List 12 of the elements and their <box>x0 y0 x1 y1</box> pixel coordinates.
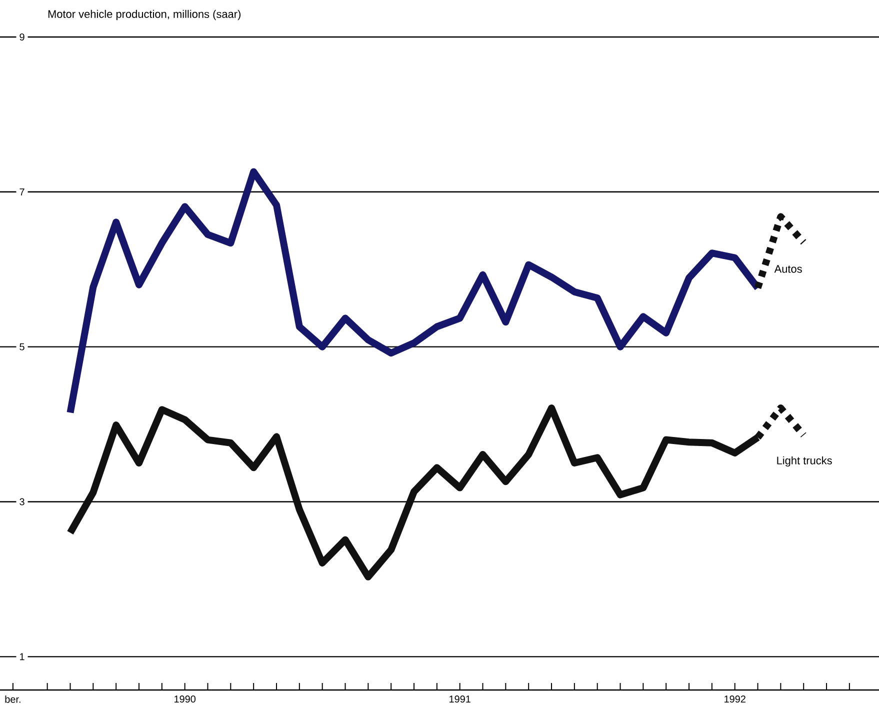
y-tick-label: 9 <box>20 33 24 41</box>
y-tick-label: 7 <box>20 188 24 196</box>
y-tick-label: 5 <box>20 343 24 350</box>
text: Light trucks <box>777 456 832 467</box>
x-tick-label: ber. <box>5 696 20 703</box>
x-tick-label: 1992 <box>724 696 746 703</box>
y-axis-title: Motor vehicle production, millions (saar) <box>48 10 240 20</box>
x-tick-label: 1990 <box>174 696 196 703</box>
x-tick-label: 1991 <box>450 696 470 703</box>
y-tick-label: 3 <box>20 498 24 506</box>
y-tick-label: 1 <box>20 653 24 660</box>
text: Autos <box>774 265 802 273</box>
